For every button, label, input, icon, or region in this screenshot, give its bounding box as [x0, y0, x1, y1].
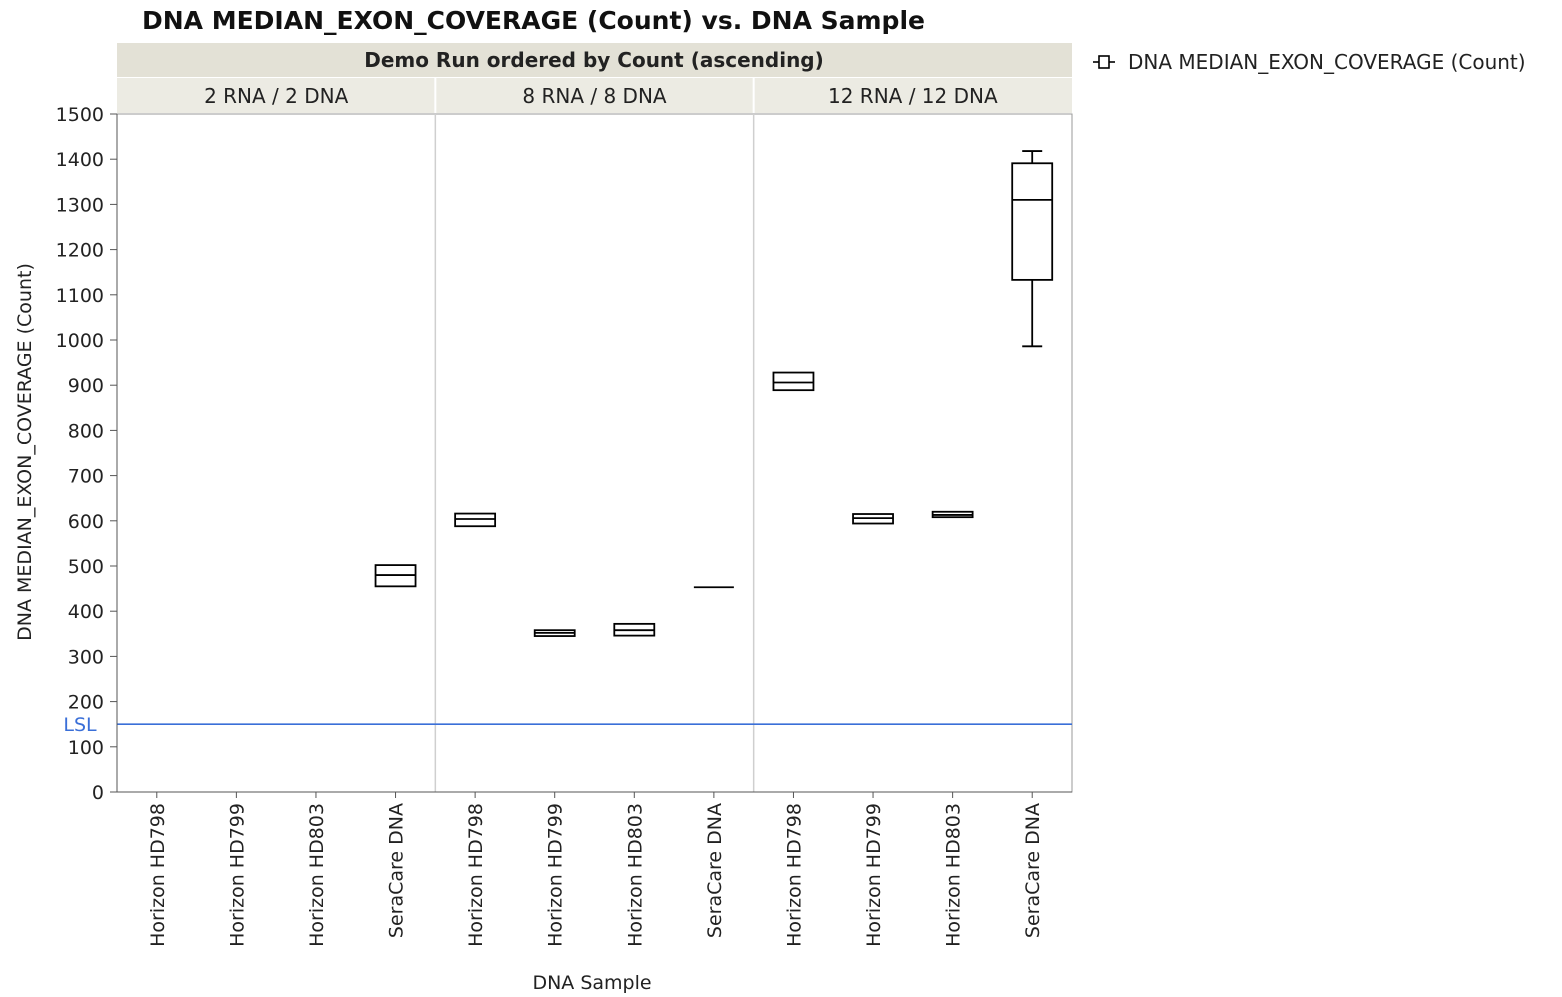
- x-axis: Horizon HD798 Horizon HD799 Horizon HD803 S…: [117, 791, 1072, 947]
- box-horizon-hd803: [931, 510, 974, 519]
- y-tick-label: 900: [68, 375, 104, 397]
- x-category-label: SeraCare DNA: [1022, 803, 1044, 938]
- x-category-label: Horizon HD803: [306, 803, 328, 947]
- x-category-label: Horizon HD803: [943, 803, 965, 947]
- x-category-label: SeraCare DNA: [704, 803, 726, 938]
- x-category-label: Horizon HD798: [147, 803, 169, 947]
- x-category-label: Horizon HD799: [863, 803, 885, 947]
- y-tick-label: 100: [68, 737, 104, 759]
- y-tick-label: 400: [68, 601, 104, 623]
- box-series: [374, 150, 1054, 637]
- y-tick-label: 200: [68, 692, 104, 714]
- box-horizon-hd799: [533, 629, 576, 637]
- y-tick-label: 500: [68, 556, 104, 578]
- box-legend-icon: [1093, 55, 1115, 69]
- plot-area: LSL: [63, 113, 1073, 793]
- y-tick-label: 300: [68, 646, 104, 668]
- group-header-background: [117, 43, 1072, 77]
- legend: DNA MEDIAN_EXON_COVERAGE (Count): [1093, 50, 1526, 74]
- panel-header-background: [117, 78, 436, 113]
- panel-header-label: 2 RNA / 2 DNA: [204, 84, 349, 108]
- x-axis-title: DNA Sample: [532, 972, 651, 994]
- box-seracare-dna: [1011, 150, 1054, 348]
- y-tick-label: 1300: [56, 194, 104, 216]
- x-category-label: Horizon HD799: [545, 803, 567, 947]
- plot-frame: [116, 113, 1073, 793]
- box-horizon-hd798: [454, 512, 497, 528]
- box-body: [454, 512, 497, 528]
- y-tick-label: 1000: [56, 330, 104, 352]
- y-tick-label: 600: [68, 511, 104, 533]
- box-horizon-hd798: [772, 371, 815, 392]
- x-category-label: Horizon HD799: [226, 803, 248, 947]
- group-header-label: Demo Run ordered by Count (ascending): [364, 48, 824, 72]
- y-tick-label: 1200: [56, 240, 104, 262]
- legend-label: DNA MEDIAN_EXON_COVERAGE (Count): [1128, 50, 1526, 74]
- x-category-label: Horizon HD803: [624, 803, 646, 947]
- y-tick-label: 1100: [56, 285, 104, 307]
- y-tick-label: 1400: [56, 149, 104, 171]
- chart-title: DNA MEDIAN_EXON_COVERAGE (Count) vs. DNA…: [142, 6, 925, 35]
- box-horizon-hd803: [613, 622, 656, 637]
- box-body: [772, 371, 815, 392]
- y-tick-label: 800: [68, 420, 104, 442]
- box-horizon-hd799: [852, 513, 894, 525]
- x-category-label: Horizon HD798: [465, 803, 487, 947]
- panel-header-background: [753, 78, 1072, 113]
- lsl-label: LSL: [63, 714, 97, 736]
- y-axis: 0 100 200 300 400 500 600 700 800 900 1000 1100 1200…: [56, 104, 118, 804]
- panel-header-background: [435, 78, 754, 113]
- panel-headers: 2 RNA / 2 DNA 8 RNA / 8 DNA 12 RNA / 12 DN…: [117, 78, 1072, 113]
- y-tick-label: 700: [68, 466, 104, 488]
- box-seracare-dna: [374, 564, 417, 588]
- panel-header-label: 8 RNA / 8 DNA: [522, 84, 667, 108]
- y-tick-label: 0: [92, 782, 104, 804]
- x-category-label: Horizon HD798: [783, 803, 805, 947]
- x-category-label: SeraCare DNA: [386, 803, 408, 938]
- box-body: [1011, 162, 1054, 281]
- y-axis-title: DNA MEDIAN_EXON_COVERAGE (Count): [14, 263, 36, 641]
- y-tick-label: 1500: [56, 104, 104, 126]
- panel-header-label: 12 RNA / 12 DNA: [828, 84, 998, 108]
